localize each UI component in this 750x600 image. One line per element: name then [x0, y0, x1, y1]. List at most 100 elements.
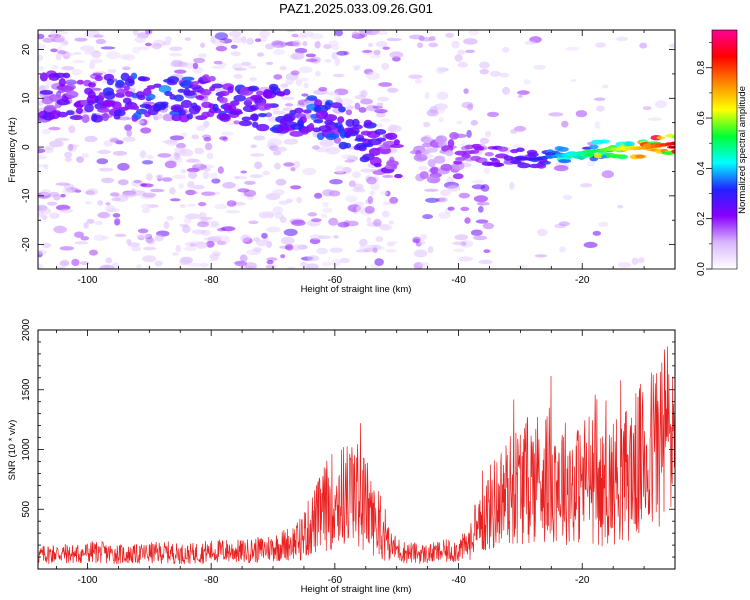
noise-blob	[101, 177, 114, 184]
noise-blob	[114, 233, 127, 237]
colorbar-label: Normalized spectral amplitude	[737, 86, 748, 214]
noise-blob	[594, 121, 601, 129]
noise-blob	[351, 31, 360, 38]
noise-blob	[380, 118, 391, 122]
ridge-blob	[69, 115, 84, 121]
noise-blob	[203, 168, 211, 172]
noise-blob	[234, 260, 247, 267]
noise-blob	[476, 201, 490, 206]
noise-blob	[309, 234, 325, 240]
noise-blob	[59, 208, 73, 214]
ridge-blob	[558, 159, 572, 164]
noise-blob	[329, 179, 343, 185]
noise-blob	[231, 36, 243, 44]
noise-blob	[230, 44, 238, 49]
noise-blob	[502, 86, 511, 95]
noise-blob	[285, 244, 294, 251]
noise-blob	[187, 262, 202, 267]
noise-blob	[64, 157, 72, 162]
noise-blob	[375, 236, 384, 243]
noise-blob	[487, 111, 499, 117]
noise-blob	[425, 197, 439, 203]
noise-blob	[453, 248, 465, 253]
noise-blob	[93, 34, 104, 38]
noise-blob	[103, 265, 111, 269]
noise-blob	[378, 82, 392, 87]
noise-blob	[136, 233, 151, 239]
noise-blob	[265, 226, 281, 233]
noise-blob	[290, 185, 302, 190]
noise-blob	[310, 218, 322, 223]
ridge-blob	[88, 82, 96, 88]
ridge-blob	[373, 162, 382, 168]
ridge-blob	[325, 133, 337, 141]
noise-blob	[173, 147, 187, 153]
ridge-blob	[440, 163, 453, 171]
noise-blob	[417, 42, 424, 48]
colorbar-tick-label: 0.0	[696, 262, 707, 276]
ridge-blob	[656, 136, 666, 140]
ridge-blob	[209, 86, 216, 92]
noise-blob	[322, 189, 334, 197]
noise-blob	[86, 188, 99, 196]
noise-blob	[372, 247, 378, 253]
noise-blob	[46, 201, 58, 206]
noise-blob	[458, 256, 473, 262]
noise-blob	[60, 193, 66, 198]
noise-blob	[436, 106, 446, 114]
noise-blob	[655, 100, 668, 109]
noise-blob	[548, 112, 564, 117]
noise-blob	[580, 183, 593, 188]
noise-blob	[230, 51, 241, 57]
noise-blob	[122, 136, 136, 142]
ridge-blob	[484, 152, 494, 157]
noise-blob	[345, 195, 358, 203]
noise-blob	[250, 144, 257, 149]
ridge-blob	[427, 159, 436, 168]
colorbar-ticks: 0.0 0.2 0.4 0.6 0.8	[696, 42, 712, 276]
ridge-blob	[351, 118, 360, 127]
noise-blob	[254, 38, 262, 42]
noise-blob	[332, 73, 345, 78]
noise-blob	[483, 249, 491, 254]
noise-blob	[592, 230, 601, 236]
ridge-blob	[385, 132, 398, 140]
noise-blob	[253, 135, 266, 141]
noise-blob	[124, 124, 132, 131]
noise-blob	[171, 252, 179, 256]
noise-blob	[189, 243, 197, 248]
ridge-blob	[62, 72, 71, 79]
noise-blob	[239, 254, 248, 262]
noise-blob	[412, 238, 421, 244]
noise-blob	[262, 170, 271, 176]
noise-blob	[105, 202, 111, 206]
ridge-blob	[173, 94, 184, 102]
figure-title: PAZ1.2025.033.09.26.G01	[279, 1, 433, 16]
noise-blob	[246, 37, 254, 46]
snr-series	[38, 346, 675, 565]
noise-blob	[38, 100, 44, 107]
noise-blob	[259, 30, 271, 38]
noise-blob	[223, 237, 231, 243]
noise-blob	[328, 217, 339, 226]
noise-blob	[91, 50, 102, 59]
noise-blob	[97, 211, 111, 219]
spectrogram-y-tick-label: -20	[21, 237, 32, 252]
noise-blob	[221, 131, 234, 136]
noise-blob	[120, 116, 128, 121]
noise-blob	[140, 127, 152, 134]
noise-blob	[195, 160, 202, 167]
noise-blob	[140, 183, 154, 188]
noise-blob	[460, 206, 470, 212]
ridge-blob	[306, 95, 318, 101]
noise-blob	[163, 221, 170, 230]
noise-blob	[164, 160, 177, 169]
noise-blob	[291, 33, 299, 38]
noise-blob	[192, 62, 199, 69]
noise-blob	[244, 262, 257, 269]
noise-blob	[668, 43, 675, 48]
snr-x-tick-label: -60	[328, 575, 343, 586]
spectrogram-y-tick-label: 10	[21, 92, 32, 104]
noise-blob	[240, 234, 251, 242]
ridge-blob	[84, 103, 94, 113]
